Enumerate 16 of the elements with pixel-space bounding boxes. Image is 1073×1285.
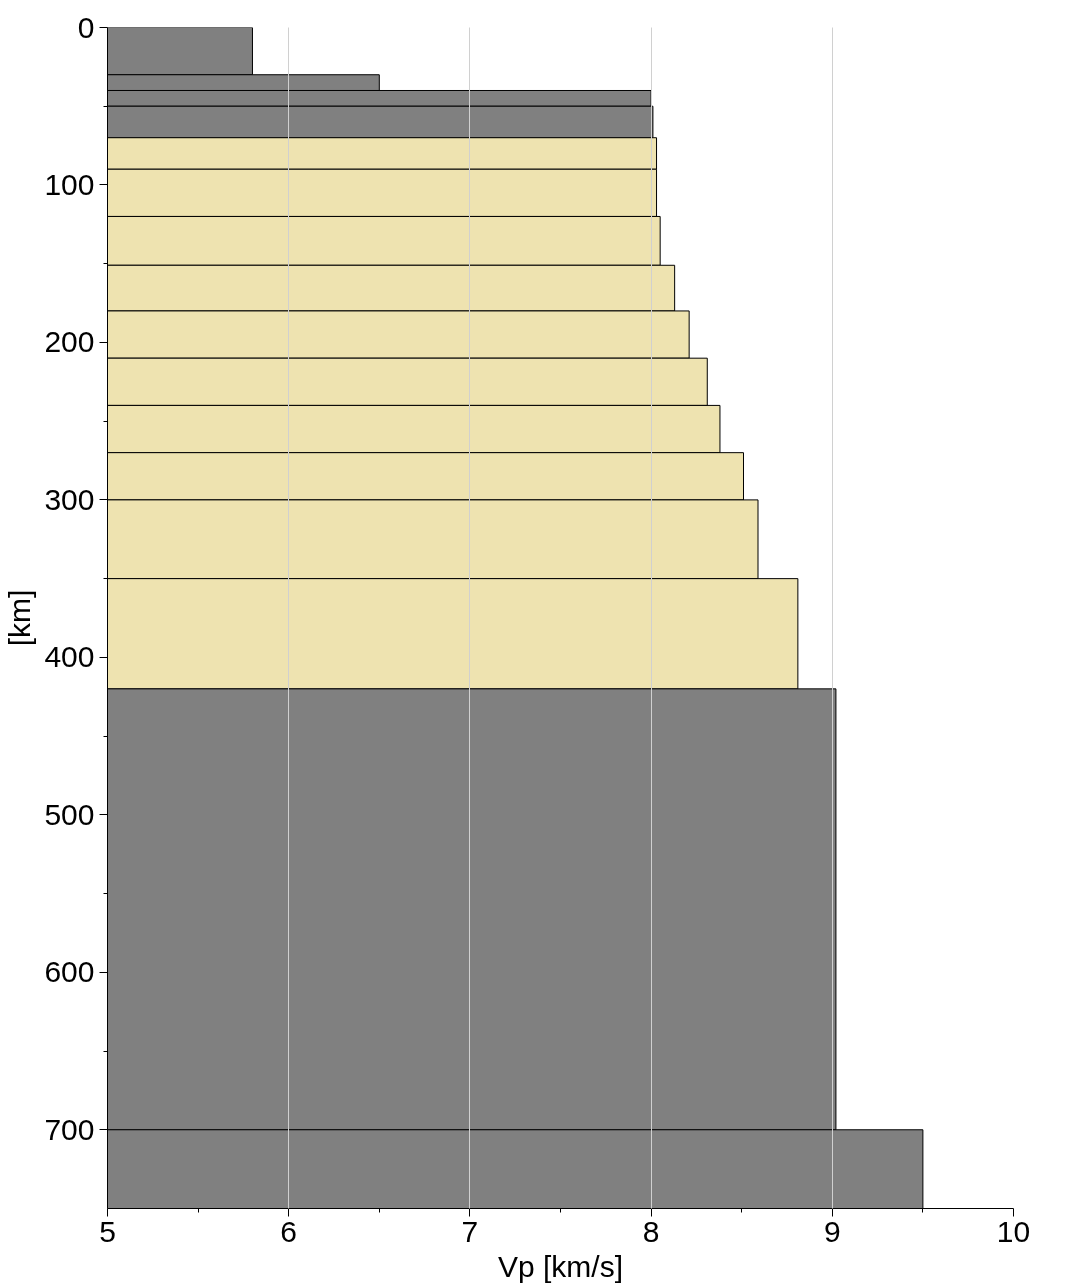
- y-tick-label: 500: [44, 797, 95, 831]
- x-tick-label: 10: [996, 1214, 1031, 1248]
- y-tick-label: 300: [44, 482, 95, 516]
- x-tick-label: 5: [99, 1214, 116, 1248]
- y-tick-label: 400: [44, 640, 95, 674]
- y-tick-label: 700: [44, 1112, 95, 1146]
- x-tick-label: 8: [642, 1214, 660, 1248]
- x-tick-label: 9: [823, 1214, 841, 1248]
- x-axis-title: Vp [km/s]: [497, 1249, 624, 1283]
- y-tick-label: 0: [77, 10, 95, 44]
- y-tick-label: 200: [44, 325, 95, 359]
- y-axis-title: [km]: [3, 589, 37, 647]
- x-tick-label: 7: [461, 1214, 479, 1248]
- x-tick-label: 6: [280, 1214, 298, 1248]
- y-tick-label: 100: [44, 167, 95, 201]
- y-tick-label: 600: [44, 955, 95, 989]
